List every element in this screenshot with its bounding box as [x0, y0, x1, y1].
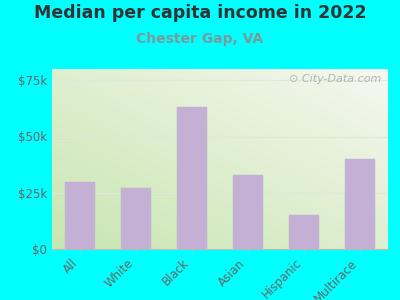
Bar [233, 175, 264, 249]
Bar [344, 159, 375, 249]
Text: ⊙ City-Data.com: ⊙ City-Data.com [289, 74, 381, 84]
Bar [121, 188, 151, 249]
Text: Median per capita income in 2022: Median per capita income in 2022 [34, 4, 366, 22]
Bar [289, 215, 320, 249]
Text: Chester Gap, VA: Chester Gap, VA [136, 32, 264, 46]
Bar [64, 182, 96, 249]
Bar [177, 107, 208, 249]
